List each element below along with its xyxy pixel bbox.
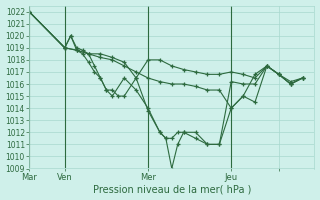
X-axis label: Pression niveau de la mer( hPa ): Pression niveau de la mer( hPa ) <box>92 184 251 194</box>
